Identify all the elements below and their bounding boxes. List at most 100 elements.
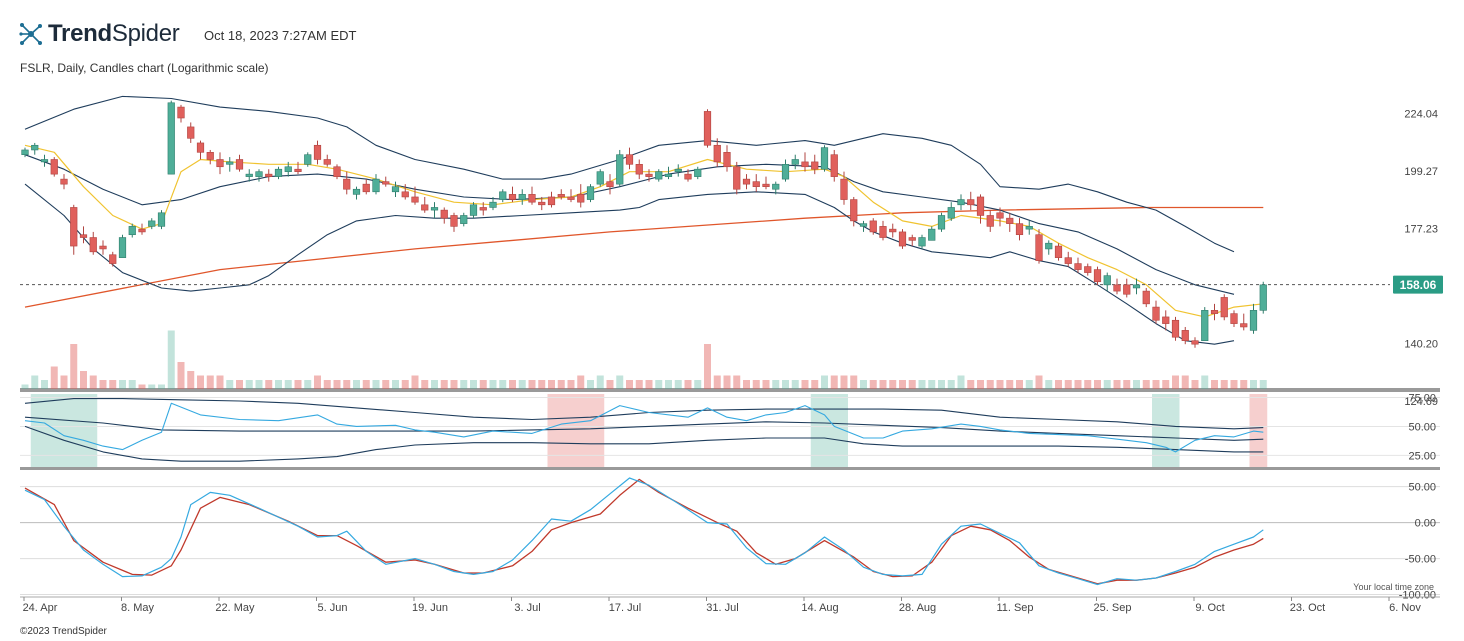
candle-body[interactable] [40,159,49,163]
candle-body[interactable] [898,231,907,247]
candle-body[interactable] [489,201,497,208]
candle-body[interactable] [148,220,156,227]
candle-body[interactable] [567,196,575,200]
candle-body[interactable] [333,166,341,177]
candle-body[interactable] [1230,313,1238,324]
candle-body[interactable] [157,212,166,227]
candle-body[interactable] [469,204,478,216]
candle-body[interactable] [928,228,936,241]
candle-body[interactable] [265,173,273,177]
candle-body[interactable] [937,215,946,230]
candle-body[interactable] [294,168,302,172]
candle-body[interactable] [128,226,136,236]
candle-body[interactable] [479,207,487,211]
candle-body[interactable] [781,164,790,180]
candle-body[interactable] [196,142,205,153]
candle-body[interactable] [70,207,78,247]
candle-body[interactable] [703,111,712,146]
candle-body[interactable] [1084,266,1092,273]
candle-body[interactable] [762,183,770,187]
candle-body[interactable] [187,126,195,139]
candle-body[interactable] [967,199,975,206]
candle-body[interactable] [742,178,751,185]
candle-body[interactable] [1054,245,1063,258]
candle-body[interactable] [1074,263,1082,270]
candle-body[interactable] [606,181,614,187]
candle-body[interactable] [460,215,468,224]
candle-body[interactable] [1103,275,1111,286]
candle-body[interactable] [645,173,653,177]
candle-body[interactable] [752,181,760,187]
candle-body[interactable] [1162,316,1170,324]
candle-body[interactable] [1025,226,1033,230]
candle-body[interactable] [889,228,897,233]
candle-body[interactable] [1015,223,1024,236]
candle-body[interactable] [499,191,507,200]
candle-body[interactable] [255,171,263,177]
candle-body[interactable] [684,173,692,180]
candle-body[interactable] [674,168,682,172]
candle-body[interactable] [421,204,429,211]
candle-body[interactable] [908,237,916,241]
trendspider-logo[interactable]: Trend Spider [18,20,180,48]
candle-body[interactable] [1259,284,1267,311]
candle-body[interactable] [616,154,624,185]
candle-body[interactable] [89,237,97,253]
candle-body[interactable] [976,196,985,216]
candle-body[interactable] [1006,217,1014,224]
candle-body[interactable] [918,237,926,247]
candle-body[interactable] [304,154,312,165]
candle-body[interactable] [1123,284,1131,295]
candle-body[interactable] [1132,284,1141,289]
panel-divider[interactable] [20,388,1440,392]
candle-body[interactable] [586,186,595,200]
candle-body[interactable] [1210,310,1219,314]
candle-body[interactable] [1035,234,1043,261]
candle-body[interactable] [440,209,448,219]
candle-body[interactable] [723,152,731,168]
candle-body[interactable] [450,215,458,227]
candle-body[interactable] [947,207,955,219]
candle-body[interactable] [840,178,848,200]
candle-body[interactable] [274,168,283,177]
candle-body[interactable] [1113,284,1121,292]
candle-body[interactable] [986,215,994,227]
candle-body[interactable] [109,254,117,264]
candle-body[interactable] [99,245,107,250]
candle-body[interactable] [733,166,741,190]
candle-body[interactable] [625,154,634,165]
candle-body[interactable] [859,223,868,227]
candle-body[interactable] [713,144,721,163]
candle-body[interactable] [557,194,565,198]
candle-body[interactable] [635,164,643,175]
candle-body[interactable] [1093,269,1102,283]
panel-divider[interactable] [20,467,1440,470]
candle-body[interactable] [284,166,292,172]
candle-body[interactable] [1064,257,1072,264]
candle-body[interactable] [547,196,556,206]
candle-body[interactable] [664,173,673,177]
candle-body[interactable] [577,194,585,203]
candle-body[interactable] [401,191,409,198]
candle-body[interactable] [508,194,517,200]
candle-body[interactable] [518,194,526,200]
candle-body[interactable] [352,188,361,195]
candle-body[interactable] [177,106,185,119]
candle-body[interactable] [850,199,858,222]
candle-body[interactable] [226,161,234,165]
candle-body[interactable] [411,196,419,203]
candle-body[interactable] [245,173,253,177]
candle-body[interactable] [596,171,604,185]
candle-body[interactable] [343,178,351,190]
candle-body[interactable] [655,171,663,180]
candle-body[interactable] [1220,297,1228,318]
candle-body[interactable] [382,181,390,185]
candle-body[interactable] [206,152,214,160]
candle-body[interactable] [1045,242,1053,250]
candle-body[interactable] [118,237,127,258]
candle-body[interactable] [957,199,965,206]
candle-body[interactable] [50,159,58,175]
candle-body[interactable] [1152,306,1160,321]
candle-body[interactable] [31,144,39,151]
candle-body[interactable] [60,178,68,185]
